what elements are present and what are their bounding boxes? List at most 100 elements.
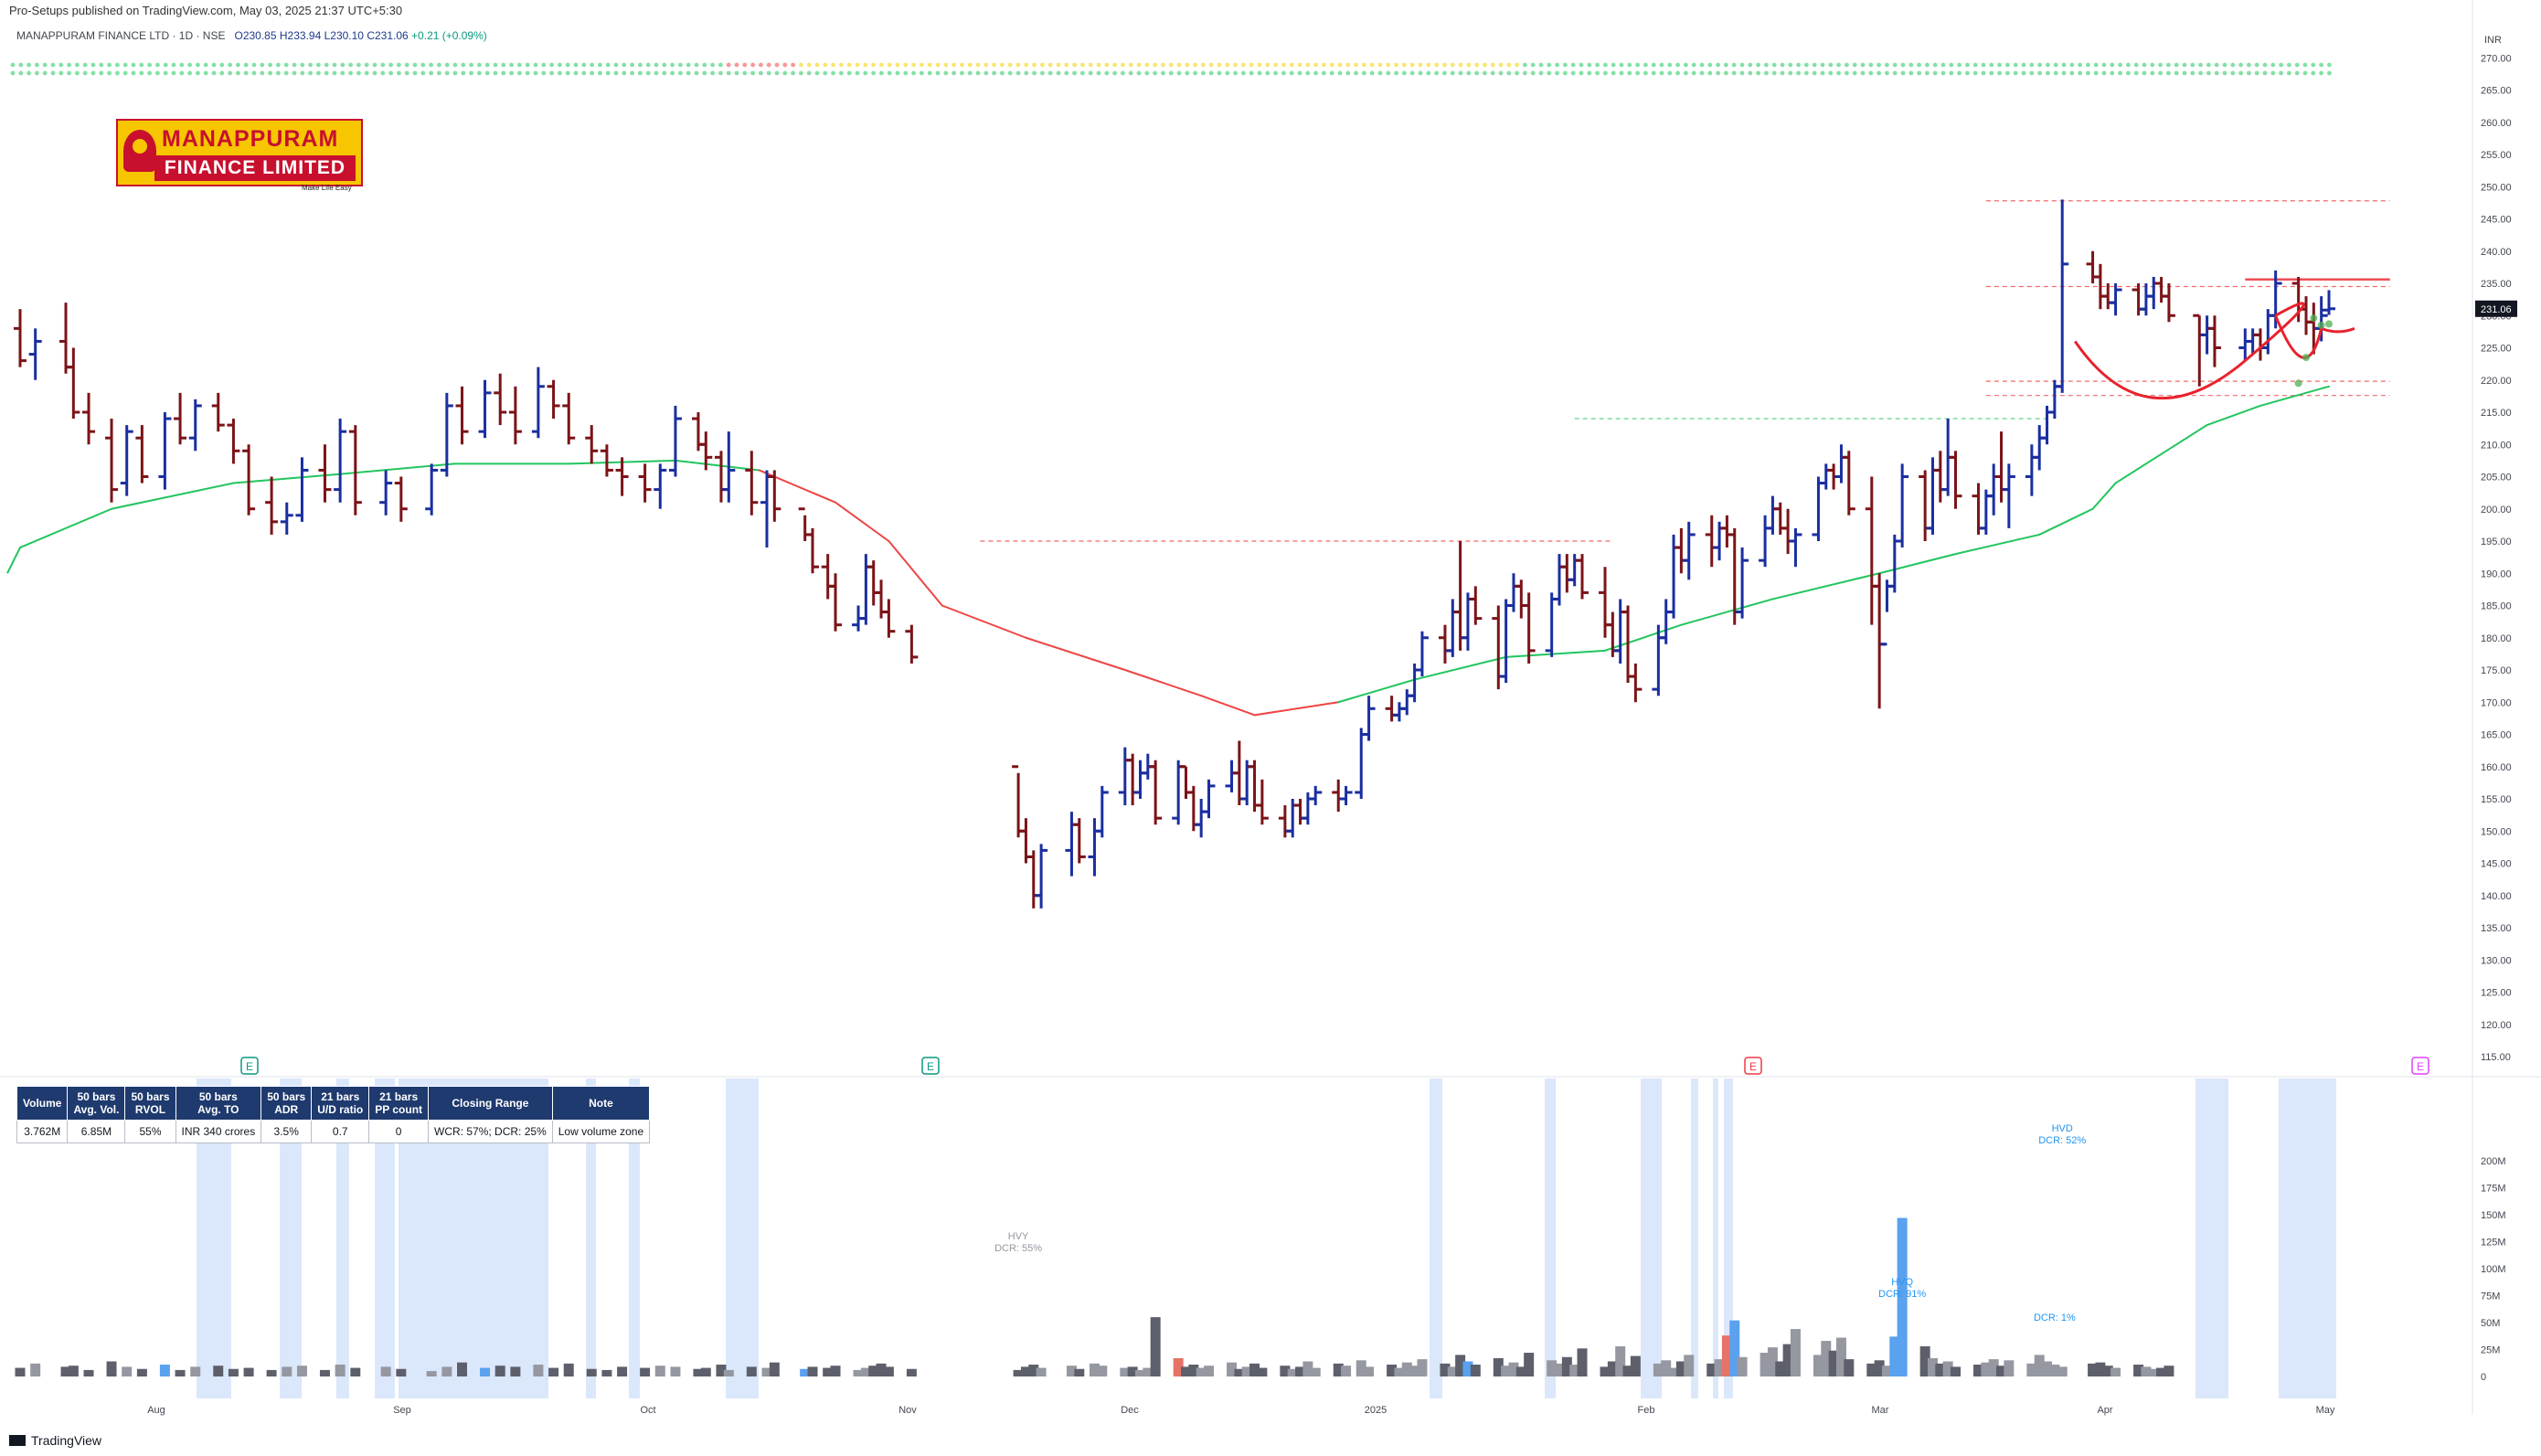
published-line: Pro-Setups published on TradingView.com,… (9, 4, 403, 17)
status-dot (18, 70, 24, 76)
ohlc-bar (508, 386, 522, 445)
volume-bar (1287, 1368, 1298, 1376)
status-dot (565, 62, 570, 68)
status-dot (1354, 70, 1358, 76)
ohlc-bar (394, 476, 408, 522)
status-dot (2230, 62, 2236, 68)
volume-bar (1729, 1320, 1740, 1376)
symbol-name[interactable]: MANAPPURAM FINANCE LTD · 1D · NSE (16, 29, 226, 42)
ohlc-bar (1095, 785, 1109, 838)
price-tick-label: 265.00 (2481, 86, 2512, 97)
volume-bar (266, 1369, 277, 1376)
status-dot (1812, 70, 1817, 76)
moving-average-segment (2038, 507, 2094, 536)
status-dot (1362, 62, 1366, 68)
status-dot (1072, 70, 1077, 76)
status-dot (1080, 62, 1085, 68)
status-dot (871, 70, 876, 76)
moving-average-segment (111, 482, 235, 510)
time-tick-label: Mar (1872, 1405, 1889, 1416)
status-dot (1579, 62, 1584, 68)
moving-average-segment (1253, 701, 1340, 717)
status-dot (1121, 70, 1125, 76)
status-dot (1538, 70, 1544, 76)
status-dot (82, 70, 88, 76)
ohlc-bar (135, 425, 149, 484)
status-dot (75, 70, 80, 76)
status-dot (348, 62, 353, 68)
status-dot (2029, 70, 2035, 76)
volume-bar (1227, 1362, 1238, 1376)
status-dot (967, 70, 973, 76)
status-dot (2198, 70, 2204, 76)
ohlc-bar (1225, 760, 1239, 792)
ohlc-bar (1133, 760, 1147, 799)
status-dot (2174, 62, 2179, 68)
ohlc-bar (638, 463, 652, 503)
moving-average-segment (2259, 385, 2330, 407)
status-dot (670, 62, 675, 68)
ohlc-bar (2154, 276, 2168, 303)
ohlc-bar (334, 419, 347, 503)
tradingview-brand[interactable]: TradingView (9, 1433, 101, 1448)
status-dot (1892, 70, 1898, 76)
volume-bar (1866, 1363, 1877, 1376)
status-dot (1104, 70, 1110, 76)
status-dot (10, 70, 16, 76)
ohlc-bar (600, 444, 613, 477)
status-dot (1530, 70, 1536, 76)
status-dot (694, 62, 699, 68)
status-dot (1570, 70, 1576, 76)
ohlc-bar (2299, 296, 2312, 335)
symbol-legend: MANAPPURAM FINANCE LTD · 1D · NSE O230.8… (16, 29, 487, 42)
volume-bar (15, 1367, 26, 1376)
status-dot (1707, 70, 1713, 76)
time-tick-label: Sep (393, 1405, 411, 1416)
status-dot (799, 70, 803, 76)
currency-unit[interactable]: INR (2484, 35, 2502, 46)
status-dot (1684, 70, 1688, 76)
volume-bar (1821, 1341, 1832, 1376)
status-dot (1997, 62, 2003, 68)
ohlc-bar (1736, 547, 1749, 619)
status-dot (1627, 62, 1632, 68)
annotation-line-2: DCR: 55% (994, 1243, 1042, 1254)
price-tick-label: 240.00 (2481, 247, 2512, 258)
ohlc-bar (158, 412, 172, 490)
status-dot (1611, 70, 1616, 76)
ohlc-bar (1553, 554, 1566, 606)
status-dot (645, 70, 651, 76)
status-dot (187, 70, 193, 76)
status-dot (1981, 70, 1986, 76)
volume-bar (1036, 1367, 1047, 1376)
status-dot (2078, 70, 2083, 76)
status-dot (1860, 62, 1866, 68)
ohlc-bar (2056, 199, 2069, 393)
volume-zone (1691, 1079, 1698, 1398)
status-dot (2142, 70, 2147, 76)
status-dot (1523, 70, 1527, 76)
volume-bar (480, 1367, 491, 1376)
status-dot (742, 62, 748, 68)
stats-value-cell: Low volume zone (551, 1120, 651, 1143)
status-dot (831, 70, 835, 76)
ohlc-bar (1705, 515, 1718, 568)
volume-tick-label: 50M (2481, 1318, 2500, 1329)
volume-bar (807, 1366, 818, 1376)
ohlc-bar (265, 476, 279, 535)
status-dot (2279, 62, 2284, 68)
ohlc-bar (188, 399, 202, 452)
status-dot (686, 70, 691, 76)
status-dot (799, 62, 803, 68)
status-dot (2037, 62, 2043, 68)
ohlc-bar (1766, 495, 1780, 535)
status-dot (1547, 70, 1552, 76)
status-dot (1007, 62, 1013, 68)
status-dot (2133, 70, 2139, 76)
status-dot (1458, 62, 1463, 68)
logo-emblem-icon (123, 130, 156, 172)
volume-bar (1440, 1363, 1451, 1376)
time-tick-label: Feb (1638, 1405, 1655, 1416)
status-dot (1603, 70, 1608, 76)
